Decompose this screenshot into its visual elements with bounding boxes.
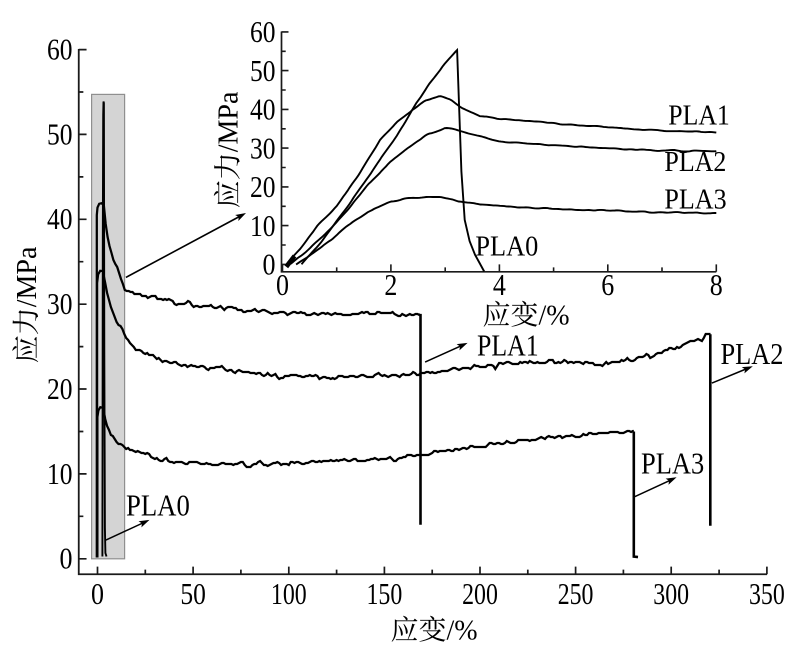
svg-text:10: 10 bbox=[47, 456, 73, 491]
svg-text:30: 30 bbox=[250, 130, 276, 165]
svg-text:50: 50 bbox=[250, 53, 276, 88]
svg-text:250: 250 bbox=[558, 576, 594, 611]
svg-text:/MPa: /MPa bbox=[214, 91, 245, 152]
svg-text:0: 0 bbox=[91, 576, 104, 611]
svg-text:350: 350 bbox=[749, 576, 785, 611]
svg-text:100: 100 bbox=[271, 576, 307, 611]
svg-text:150: 150 bbox=[367, 576, 403, 611]
svg-text:20: 20 bbox=[47, 371, 73, 406]
svg-text:/MPa: /MPa bbox=[12, 246, 43, 307]
svg-text:2: 2 bbox=[384, 267, 397, 302]
svg-text:PLA1: PLA1 bbox=[668, 101, 730, 132]
svg-text:PLA0: PLA0 bbox=[475, 232, 538, 263]
svg-text:20: 20 bbox=[250, 169, 276, 204]
svg-text:10: 10 bbox=[250, 208, 276, 243]
svg-text:30: 30 bbox=[47, 286, 73, 321]
svg-text:PLA0: PLA0 bbox=[126, 488, 190, 523]
svg-text:0: 0 bbox=[263, 247, 276, 282]
svg-text:200: 200 bbox=[462, 576, 498, 611]
svg-text:60: 60 bbox=[250, 14, 276, 49]
svg-text:/%: /% bbox=[447, 616, 478, 647]
svg-text:PLA3: PLA3 bbox=[664, 185, 726, 216]
svg-text:0: 0 bbox=[276, 267, 289, 302]
svg-text:40: 40 bbox=[47, 201, 73, 236]
svg-text:60: 60 bbox=[47, 32, 73, 67]
svg-text:PLA2: PLA2 bbox=[721, 336, 784, 371]
svg-text:300: 300 bbox=[653, 576, 689, 611]
svg-text:50: 50 bbox=[47, 116, 73, 151]
svg-text:PLA1: PLA1 bbox=[477, 328, 539, 363]
svg-text:8: 8 bbox=[710, 267, 723, 302]
svg-text:PLA2: PLA2 bbox=[664, 147, 726, 178]
svg-text:/%: /% bbox=[539, 301, 570, 332]
svg-text:0: 0 bbox=[60, 541, 73, 576]
svg-text:PLA3: PLA3 bbox=[641, 446, 704, 481]
svg-text:50: 50 bbox=[180, 576, 206, 611]
svg-text:4: 4 bbox=[493, 267, 506, 302]
svg-text:6: 6 bbox=[601, 267, 614, 302]
svg-text:40: 40 bbox=[250, 92, 276, 127]
